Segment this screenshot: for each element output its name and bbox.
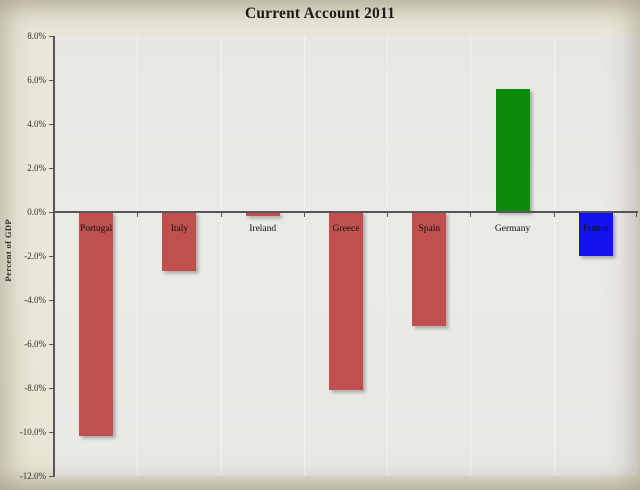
bar-portugal xyxy=(79,212,114,437)
bar-france xyxy=(578,212,613,256)
plot-area: Portugal Italy Ireland Greece Spain Germany Fr… xyxy=(54,36,638,476)
y-axis-tick-label: 2.0% xyxy=(27,162,46,173)
bar-spain xyxy=(412,212,447,327)
x-axis-tick xyxy=(137,212,139,217)
y-axis-title-text: Percent of GDP xyxy=(3,218,13,282)
y-axis-tick xyxy=(49,431,54,433)
y-axis-tick xyxy=(49,343,54,345)
x-axis-zero-line xyxy=(54,211,638,213)
chart-title: Current Account 2011 xyxy=(244,5,396,22)
bar-greece xyxy=(329,212,363,391)
category-boundary-gridline xyxy=(137,36,139,476)
category-label-france: France xyxy=(582,224,609,234)
category-boundary-gridline xyxy=(387,36,389,476)
category-label-italy: Italy xyxy=(170,224,189,234)
y-axis-tick-label: 4.0% xyxy=(27,118,46,129)
y-axis-tick-label: 6.0% xyxy=(27,74,46,85)
y-axis-tick xyxy=(49,167,54,169)
y-axis-tick-label: 0.0% xyxy=(27,206,46,217)
y-axis-title: Percent of GDP xyxy=(1,203,15,297)
x-axis-tick xyxy=(470,212,472,217)
category-label-germany: Germany xyxy=(494,224,531,234)
y-axis-tick xyxy=(49,211,54,213)
category-boundary-gridline xyxy=(303,36,305,476)
y-axis-tick-label: -4.0% xyxy=(24,294,46,305)
bar-italy xyxy=(162,212,197,272)
x-axis-tick xyxy=(636,212,637,217)
category-boundary-gridline xyxy=(553,36,555,476)
x-axis-tick xyxy=(303,212,305,217)
y-axis-tick xyxy=(49,475,54,477)
y-axis-tick xyxy=(49,35,54,37)
y-axis-tick xyxy=(49,123,54,125)
category-boundary-gridline xyxy=(470,36,472,476)
y-axis-tick xyxy=(49,387,54,389)
y-axis-tick-label: 8.0% xyxy=(27,30,46,41)
category-label-spain: Spain xyxy=(418,224,441,234)
y-axis-tick xyxy=(49,255,54,257)
x-axis-tick xyxy=(553,212,555,217)
category-label-ireland: Ireland xyxy=(249,224,277,234)
y-axis-tick-label: -8.0% xyxy=(24,382,46,393)
y-axis-tick xyxy=(49,79,54,81)
category-label-greece: Greece xyxy=(332,224,360,234)
x-axis-tick xyxy=(220,212,222,217)
bar-ireland xyxy=(245,212,280,217)
y-axis-tick-label: -6.0% xyxy=(24,338,46,349)
category-boundary-gridline xyxy=(220,36,222,476)
bar-germany xyxy=(495,88,530,212)
x-axis-tick xyxy=(387,212,389,217)
y-axis-tick-label: -12.0% xyxy=(19,470,46,481)
y-axis-tick xyxy=(49,299,54,301)
y-axis-tick-label: -10.0% xyxy=(19,426,46,437)
y-axis-tick-label: -2.0% xyxy=(24,250,46,261)
category-label-portugal: Portugal xyxy=(80,224,113,234)
